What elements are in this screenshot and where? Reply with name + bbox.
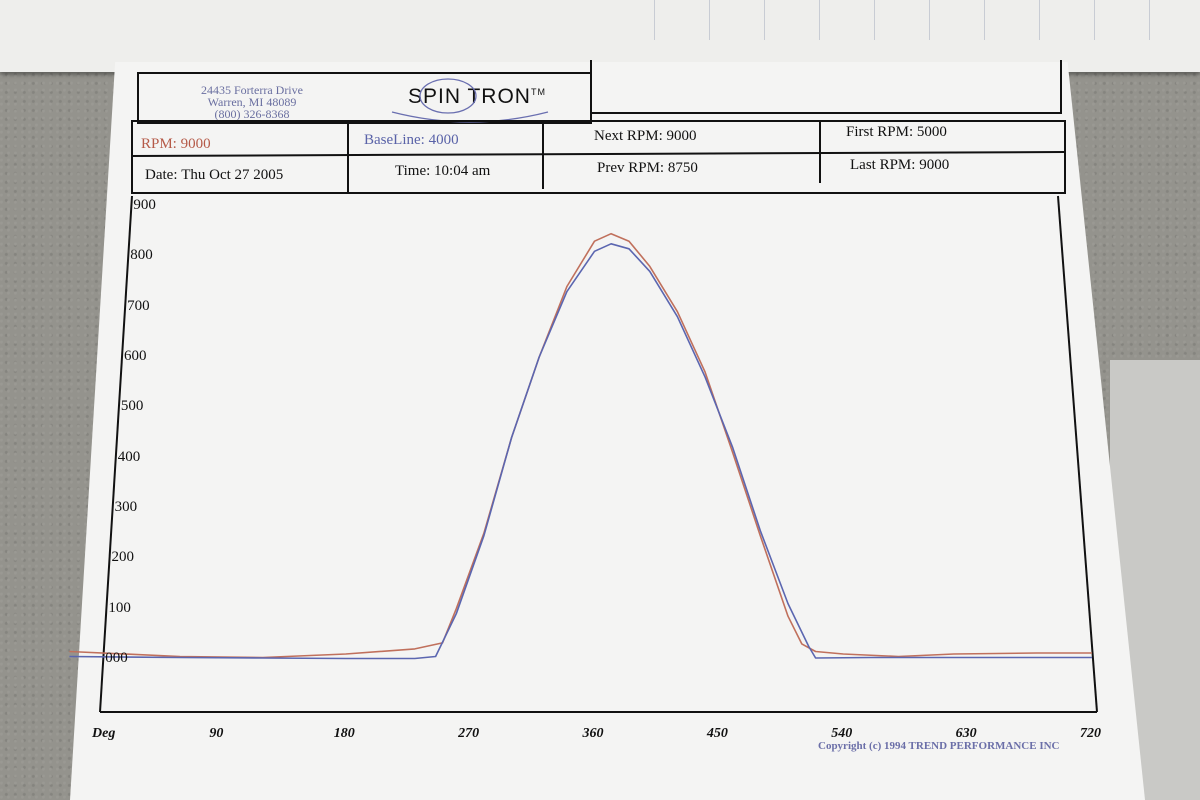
y-tick-label: 900 bbox=[133, 197, 156, 213]
y-tick-label: 300 bbox=[114, 499, 138, 515]
prev-rpm-label: Prev RPM: bbox=[597, 160, 665, 176]
y-tick-label: 400 bbox=[117, 448, 141, 465]
date-cell: Date: Thu Oct 27 2005 bbox=[145, 167, 283, 184]
top-sheet-grid bbox=[600, 0, 1200, 40]
x-tick-label: 180 bbox=[333, 726, 355, 741]
y-axis-line bbox=[99, 195, 133, 713]
time-label: Time: bbox=[395, 163, 431, 179]
baseline-value: 4000 bbox=[428, 132, 459, 148]
next-rpm-cell: Next RPM: 9000 bbox=[594, 128, 697, 145]
x-tick-label: 270 bbox=[458, 726, 480, 741]
date-label: Date: bbox=[145, 167, 178, 183]
info-table bbox=[131, 120, 1066, 194]
x-tick-label: 360 bbox=[582, 726, 604, 741]
y-tick-label: 200 bbox=[111, 549, 135, 566]
series-line-rpm bbox=[69, 232, 1092, 659]
y-tick-label: 800 bbox=[130, 247, 153, 264]
last-rpm-cell: Last RPM: 9000 bbox=[850, 157, 949, 174]
rpm-label: RPM: bbox=[141, 136, 177, 152]
x-tick-label: 540 bbox=[831, 726, 853, 741]
phone-number: (800) 326-8368 bbox=[214, 107, 290, 121]
company-address: 24435 Forterra Drive Warren, MI 48089 (8… bbox=[172, 84, 332, 120]
x-tick-label: 90 bbox=[209, 726, 224, 741]
baseline-label: BaseLine: bbox=[364, 132, 425, 148]
address-line-2: Warren, MI 48089 bbox=[207, 95, 297, 109]
y-tick-label: 700 bbox=[127, 297, 150, 314]
x-tick-label: 720 bbox=[1080, 726, 1101, 741]
first-rpm-value: 5000 bbox=[916, 124, 947, 140]
prev-rpm-cell: Prev RPM: 8750 bbox=[597, 160, 698, 177]
rpm-cell: RPM: 9000 bbox=[141, 136, 211, 153]
x-tick-label: 450 bbox=[706, 726, 728, 741]
next-rpm-label: Next RPM: bbox=[594, 128, 663, 144]
spintron-printout bbox=[70, 62, 1145, 800]
last-rpm-label: Last RPM: bbox=[850, 157, 916, 173]
first-rpm-label: First RPM: bbox=[846, 124, 914, 140]
rpm-value: 9000 bbox=[180, 136, 211, 152]
first-rpm-cell: First RPM: 5000 bbox=[846, 124, 947, 141]
trademark-symbol: TM bbox=[530, 87, 546, 97]
y-tick-label: 100 bbox=[108, 599, 131, 616]
next-rpm-value: 9000 bbox=[666, 128, 697, 144]
top-printout-sheet bbox=[0, 0, 1200, 72]
prev-rpm-value: 8750 bbox=[667, 160, 698, 176]
company-box-right bbox=[590, 60, 1062, 114]
x-axis-title: Deg bbox=[92, 726, 116, 741]
y-tick-label: 500 bbox=[120, 398, 144, 415]
last-rpm-value: 9000 bbox=[919, 157, 950, 173]
series-line-baseline bbox=[69, 243, 1092, 660]
time-cell: Time: 10:04 am bbox=[395, 163, 490, 180]
date-value: Thu Oct 27 2005 bbox=[181, 167, 284, 183]
baseline-cell: BaseLine: 4000 bbox=[364, 132, 459, 149]
address-line-1: 24435 Forterra Drive bbox=[201, 83, 303, 97]
x-tick-label: 630 bbox=[955, 726, 977, 741]
copyright-notice: Copyright (c) 1994 TREND PERFORMANCE INC bbox=[818, 740, 1060, 752]
y-tick-label: 600 bbox=[124, 348, 147, 364]
right-border-line bbox=[1057, 195, 1098, 713]
time-value: 10:04 am bbox=[434, 163, 491, 179]
y-tick-label: 000 bbox=[105, 650, 128, 666]
